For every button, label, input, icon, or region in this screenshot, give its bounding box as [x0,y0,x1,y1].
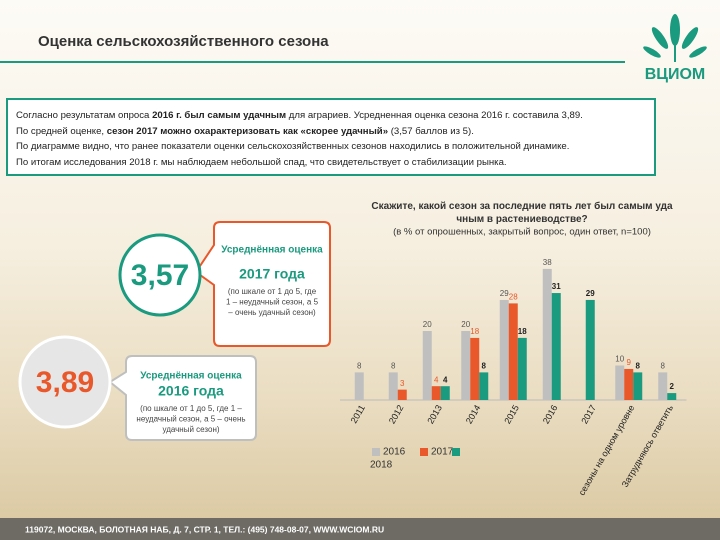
x-tick-label: 2014 [464,403,483,425]
bar [508,303,518,400]
chart-title: Скажите, какой сезон за последние пять л… [371,200,673,225]
callout-value: 3,57 [131,259,189,292]
data-label: 18 [518,327,527,336]
bar [397,389,407,400]
data-label: 20 [423,320,432,329]
legend-swatch [372,448,380,456]
bar [461,331,471,400]
bar [658,372,668,400]
data-label: 31 [552,282,561,291]
legend-swatch [420,448,428,456]
callout-year: 2016 года [158,383,224,399]
bar [422,331,432,400]
callout-value: 3,89 [36,366,94,399]
bar [615,365,625,400]
data-label: 28 [509,293,518,302]
bar [667,393,677,400]
summary-box: Согласно результатам опроса 2016 г. был … [6,98,656,176]
data-label: 20 [461,320,470,329]
wrapped-text: (по шкале от 1 до 5, где 1 – неудачный се… [226,287,319,317]
bar [470,337,480,400]
summary-text: По итогам исследования 2018 г. мы наблюд… [16,156,507,168]
legend-label: 2018 [370,460,393,471]
callout-2016: 3,89 Усреднённая оценка 2016 года [18,335,257,441]
summary-text: Согласно результатам опроса [16,110,153,121]
data-label: 10 [615,355,624,364]
summary-paragraph: По диаграмме видно, что ранее показатели… [16,139,646,155]
legend-swatch [452,448,460,456]
bar [479,372,489,400]
slide-title: Оценка сельскохозяйственного сезона [38,33,329,50]
data-label: 38 [543,258,552,267]
summary-paragraph: По итогам исследования 2018 г. мы наблюд… [16,155,646,171]
data-label: 29 [586,289,595,298]
footer: 119072, МОСКВА, БОЛОТНАЯ НАБ, Д. 7, СТР.… [25,524,384,534]
bar [585,299,595,400]
callout-label: Усреднённая оценка [140,371,242,382]
data-label: 8 [391,362,396,371]
callout-label: Усреднённая оценка [221,245,323,256]
data-label: 8 [636,362,641,371]
summary-text: (3,57 баллов из 5). [388,125,474,137]
logo [643,14,707,62]
summary-text: для аграриев. Усредненная оценка сезона … [286,110,583,121]
summary-text: По средней оценке, [16,125,107,137]
wrapped-text: (по шкале от 1 до 5, где 1 – неудачный се… [136,404,245,434]
data-label: 29 [500,289,509,298]
bar [542,268,552,400]
bar [354,372,364,400]
footer-bar [0,518,720,540]
data-label: 4 [443,375,448,384]
x-tick-label: 2011 [349,403,367,425]
legend-label: 2016 [383,447,406,458]
callout-2017: 3,57 Усреднённая оценка 2017 года [118,221,331,347]
bar [431,386,441,400]
summary-paragraph: Согласно результатам опроса 2016 г. был … [16,108,646,124]
chart-subtitle: (в % от опрошенных, закрытый вопрос, оди… [393,227,651,238]
data-label: 9 [627,358,632,367]
summary-paragraph: По средней оценке, сезон 2017 можно охар… [16,124,646,140]
summary-text: сезон 2017 можно охарактеризовать как «с… [106,125,389,137]
callout-year: 2017 года [239,266,305,282]
bar [633,372,643,400]
data-label: 18 [470,327,479,336]
summary-text: 2016 г. был самым удачным [152,110,287,121]
bar [440,386,450,400]
x-tick-label: 2015 [502,403,521,425]
bar [499,299,509,400]
data-label: 8 [661,362,666,371]
logo-text: ВЦИОМ [645,66,706,83]
data-label: 8 [357,362,362,371]
bar [551,293,561,400]
x-tick-label: 2012 [387,403,406,425]
data-label: 3 [400,379,405,388]
legend-label: 2017 [431,447,454,458]
data-label: 2 [670,382,675,391]
data-label: 4 [434,375,439,384]
x-tick-label: 2013 [425,403,444,425]
x-tick-label: 2016 [541,403,560,425]
x-tick-label: 2017 [579,403,598,425]
bar [517,337,527,400]
summary-text: По диаграмме видно, что ранее показатели… [16,141,570,152]
bar [624,368,634,400]
bar [388,372,398,400]
data-label: 8 [482,362,487,371]
